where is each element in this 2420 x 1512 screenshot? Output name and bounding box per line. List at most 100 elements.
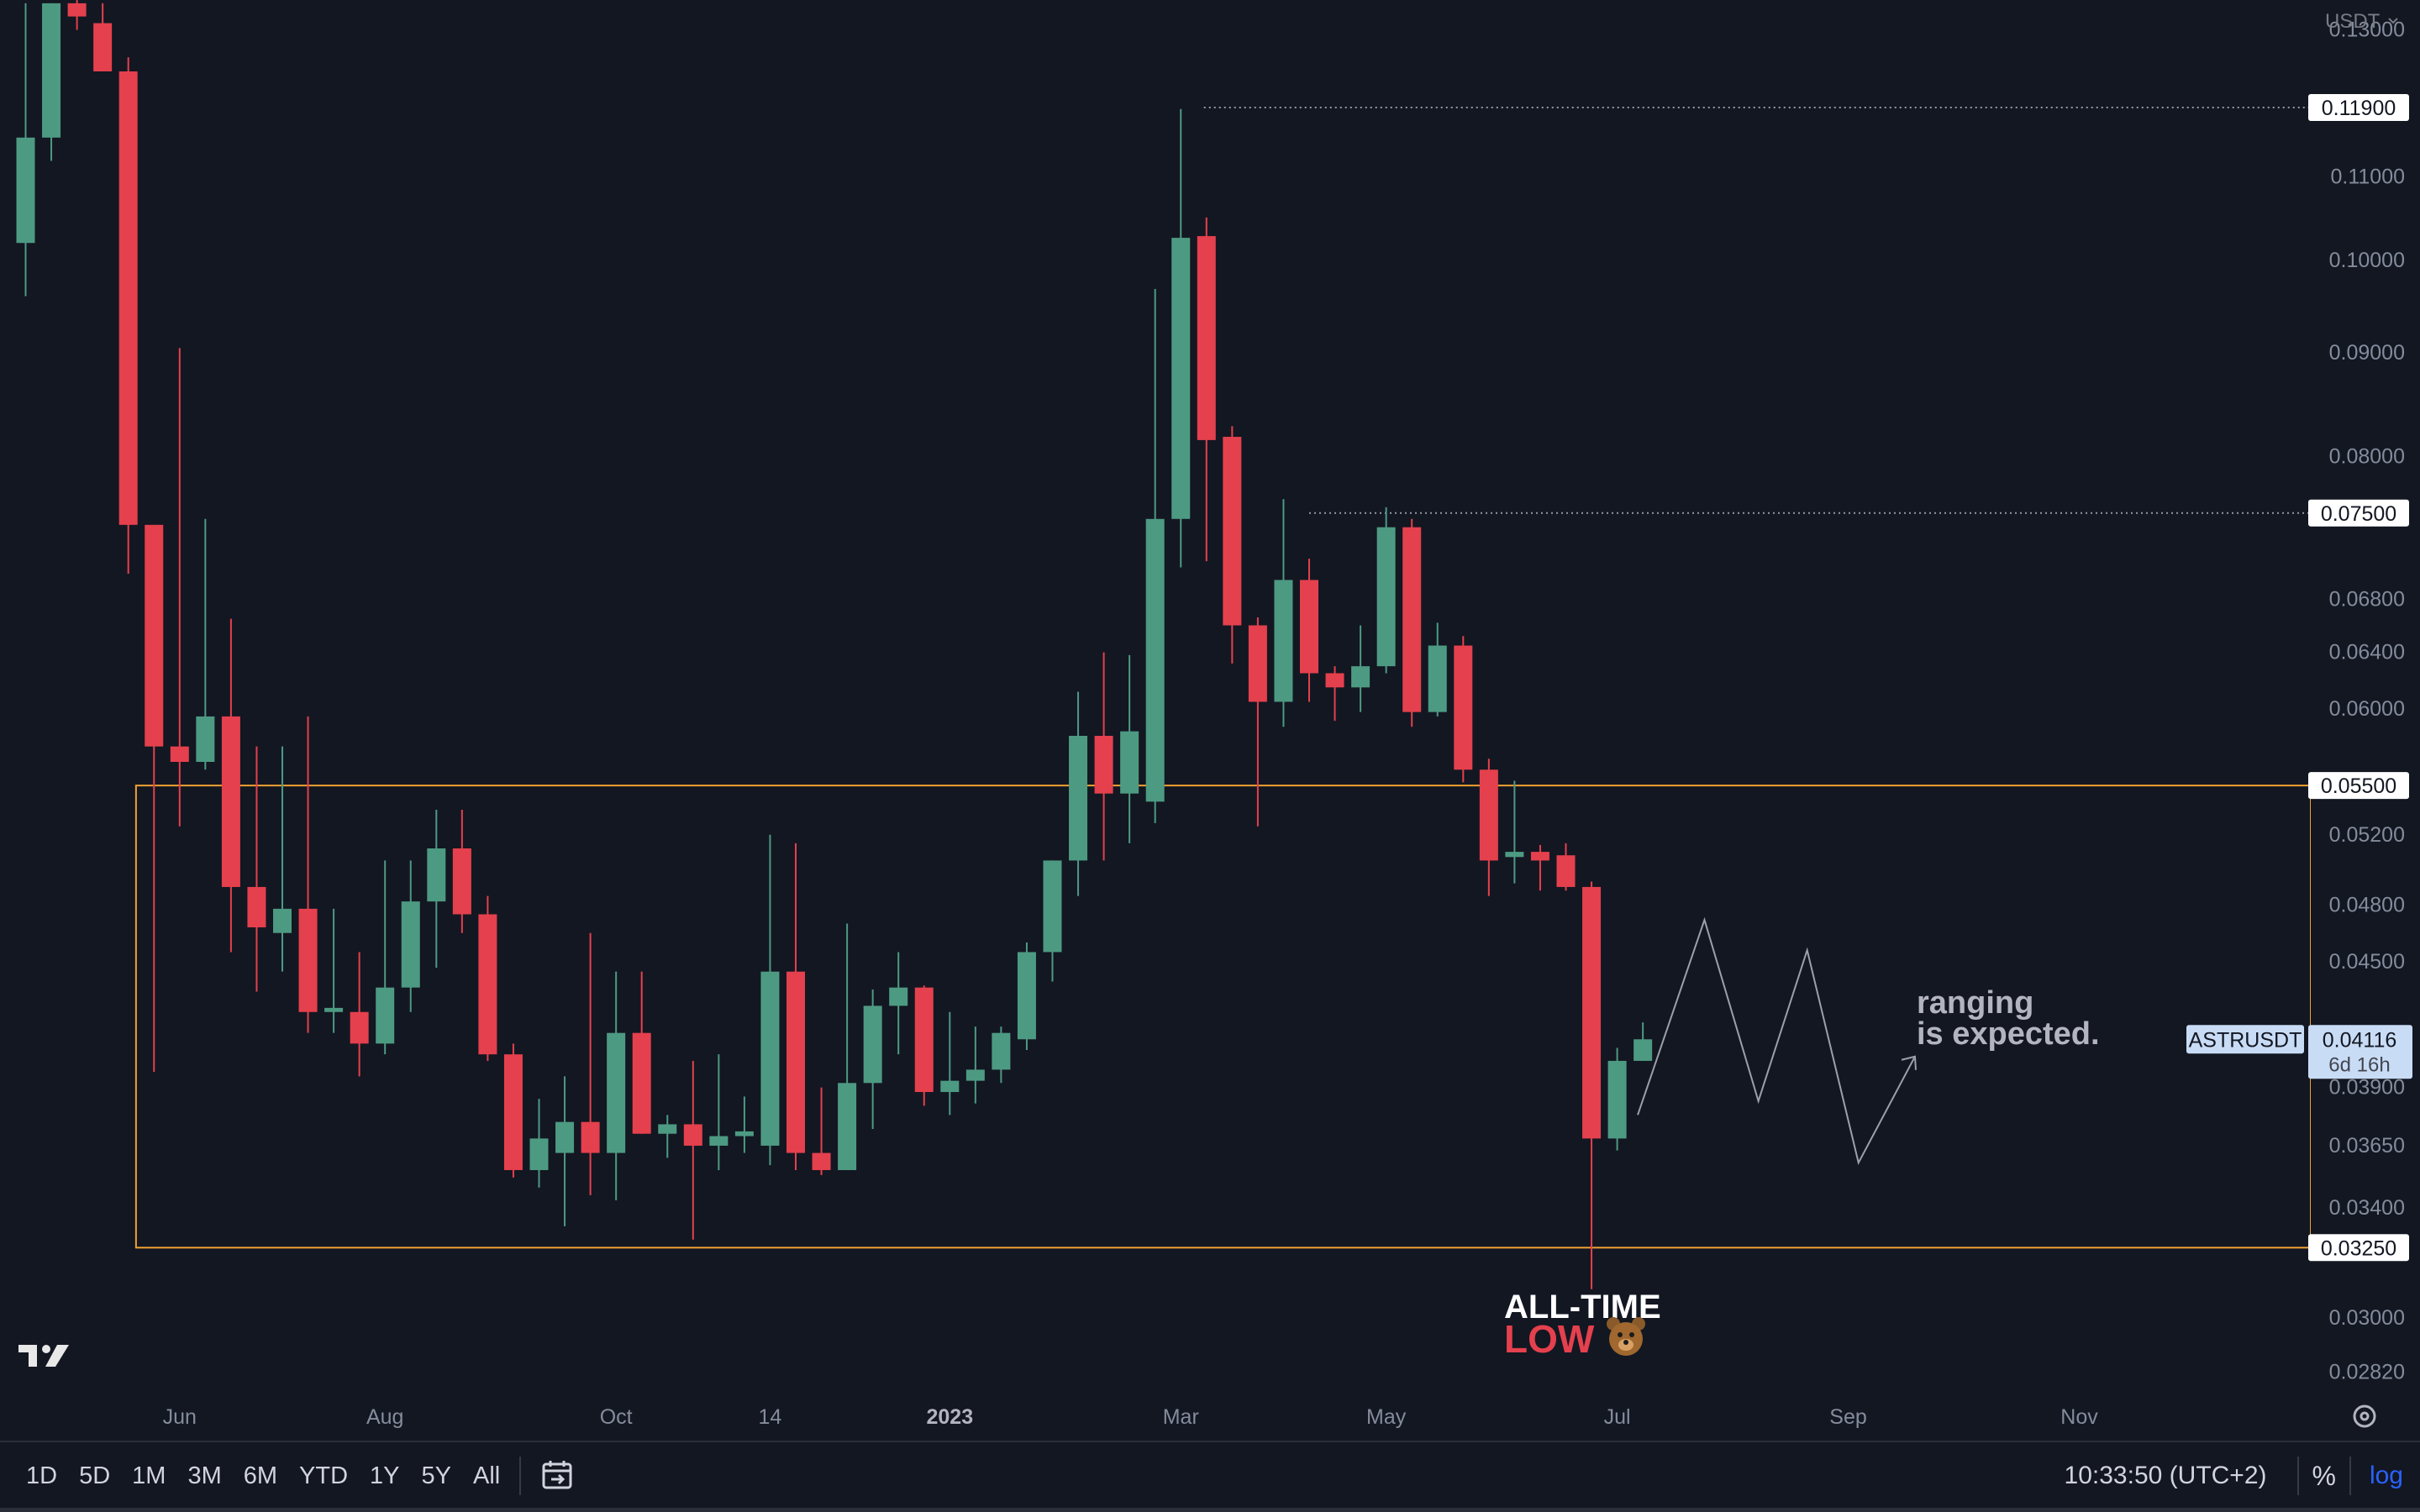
level-price-badge[interactable]: 0.07500 — [2308, 499, 2409, 527]
toolbar-divider — [519, 1457, 522, 1495]
candle[interactable] — [940, 1011, 960, 1116]
candle[interactable] — [709, 1054, 729, 1170]
candle[interactable] — [1634, 1022, 1653, 1061]
candle[interactable] — [683, 1060, 702, 1240]
candle[interactable] — [992, 1026, 1011, 1084]
candle[interactable] — [1274, 499, 1293, 727]
timeframe-button-ytd[interactable]: YTD — [299, 1462, 349, 1489]
candle[interactable] — [1607, 1047, 1627, 1151]
candle[interactable] — [1402, 518, 1422, 727]
currency-label[interactable]: USDT — [2325, 10, 2381, 33]
candle[interactable] — [196, 518, 215, 770]
candle[interactable] — [734, 1096, 754, 1153]
candle-body — [196, 716, 215, 763]
candle[interactable] — [452, 810, 471, 933]
candle[interactable] — [350, 952, 369, 1077]
candle[interactable] — [16, 3, 35, 297]
candle[interactable] — [1376, 507, 1396, 674]
candle[interactable] — [889, 952, 908, 1055]
candle[interactable] — [42, 3, 61, 161]
candle[interactable] — [1145, 288, 1165, 823]
candle[interactable] — [965, 1026, 985, 1104]
candle[interactable] — [760, 834, 780, 1166]
candle[interactable] — [1479, 759, 1498, 896]
candle[interactable] — [324, 908, 344, 1033]
candle[interactable] — [503, 1043, 523, 1178]
candle[interactable] — [1325, 666, 1344, 722]
timeframe-button-1y[interactable]: 1Y — [370, 1462, 400, 1489]
candle[interactable] — [1556, 843, 1576, 891]
candle[interactable] — [427, 810, 446, 968]
candle[interactable] — [786, 843, 805, 1170]
candle[interactable] — [863, 990, 882, 1130]
timeframe-button-all[interactable]: All — [473, 1462, 501, 1489]
candle[interactable] — [1223, 426, 1242, 664]
candle[interactable] — [581, 932, 600, 1195]
candle[interactable] — [67, 0, 87, 30]
candle[interactable] — [93, 3, 113, 72]
candle[interactable] — [838, 923, 857, 1170]
timeframe-button-5y[interactable]: 5Y — [421, 1462, 452, 1489]
candle[interactable] — [1197, 217, 1216, 562]
candle[interactable] — [145, 524, 164, 1073]
candle[interactable] — [1351, 625, 1370, 712]
candle-body — [1145, 518, 1165, 802]
candle[interactable] — [1171, 108, 1191, 568]
time-tick-label: Jun — [163, 1405, 197, 1429]
candle[interactable] — [607, 971, 626, 1200]
candle[interactable] — [658, 1115, 677, 1158]
candle-body — [350, 1011, 369, 1044]
candle-body — [992, 1032, 1011, 1070]
toolbar-right: 10:33:50 (UTC+2) % log — [2065, 1442, 2403, 1509]
candle[interactable] — [1300, 559, 1318, 702]
candle[interactable] — [914, 985, 934, 1106]
candle[interactable] — [632, 971, 651, 1134]
candle[interactable] — [221, 618, 240, 953]
price-chart[interactable]: ranging is expected. ALL-TIME LOW 🐻 0.13… — [0, 0, 2420, 1436]
candle-body — [581, 1121, 600, 1153]
chevron-down-icon[interactable] — [2388, 18, 2398, 24]
candle[interactable] — [298, 716, 318, 1033]
candle[interactable] — [401, 860, 420, 1012]
annotation-low: LOW — [1504, 1317, 1595, 1361]
candle[interactable] — [1582, 881, 1602, 1289]
candle[interactable] — [1043, 860, 1062, 982]
candle[interactable] — [478, 895, 497, 1061]
log-scale-button[interactable]: log — [2369, 1462, 2403, 1489]
candle[interactable] — [1248, 617, 1267, 827]
candle[interactable] — [1505, 780, 1524, 884]
candle[interactable] — [1454, 636, 1473, 783]
timeframe-button-6m[interactable]: 6M — [243, 1462, 278, 1489]
price-badge-bg — [2308, 1234, 2409, 1262]
candle[interactable] — [118, 57, 138, 574]
calendar-goto-button[interactable] — [533, 1451, 583, 1501]
candle[interactable] — [1530, 844, 1549, 891]
range-top-badge[interactable]: 0.05500 — [2308, 772, 2409, 800]
percent-scale-button[interactable]: % — [2312, 1460, 2336, 1491]
candle[interactable] — [812, 1087, 831, 1175]
candle[interactable] — [555, 1076, 575, 1226]
candle-body — [1069, 736, 1088, 861]
projection-path[interactable] — [1637, 916, 1916, 1165]
candle[interactable] — [1017, 942, 1036, 1051]
timeframe-button-1m[interactable]: 1M — [132, 1462, 166, 1489]
candle[interactable] — [170, 348, 189, 827]
candle[interactable] — [529, 1099, 549, 1188]
range-bottom-badge[interactable]: 0.03250 — [2308, 1234, 2409, 1262]
candle[interactable] — [1094, 652, 1113, 861]
chart-settings-gear-icon[interactable] — [2353, 1404, 2376, 1428]
candle[interactable] — [1428, 622, 1447, 717]
candle[interactable] — [1069, 691, 1088, 896]
timeframe-button-3m[interactable]: 3M — [187, 1462, 222, 1489]
candle[interactable] — [273, 746, 292, 972]
candle[interactable] — [247, 746, 266, 992]
candle[interactable] — [1120, 654, 1139, 843]
candle[interactable] — [376, 860, 395, 1055]
level-price-badge[interactable]: 0.11900 — [2308, 94, 2409, 122]
timeframe-button-1d[interactable]: 1D — [26, 1462, 58, 1489]
candle-body — [503, 1054, 523, 1170]
candle-body — [734, 1131, 754, 1137]
timeframe-button-5d[interactable]: 5D — [79, 1462, 111, 1489]
clock-display[interactable]: 10:33:50 (UTC+2) — [2064, 1462, 2267, 1489]
